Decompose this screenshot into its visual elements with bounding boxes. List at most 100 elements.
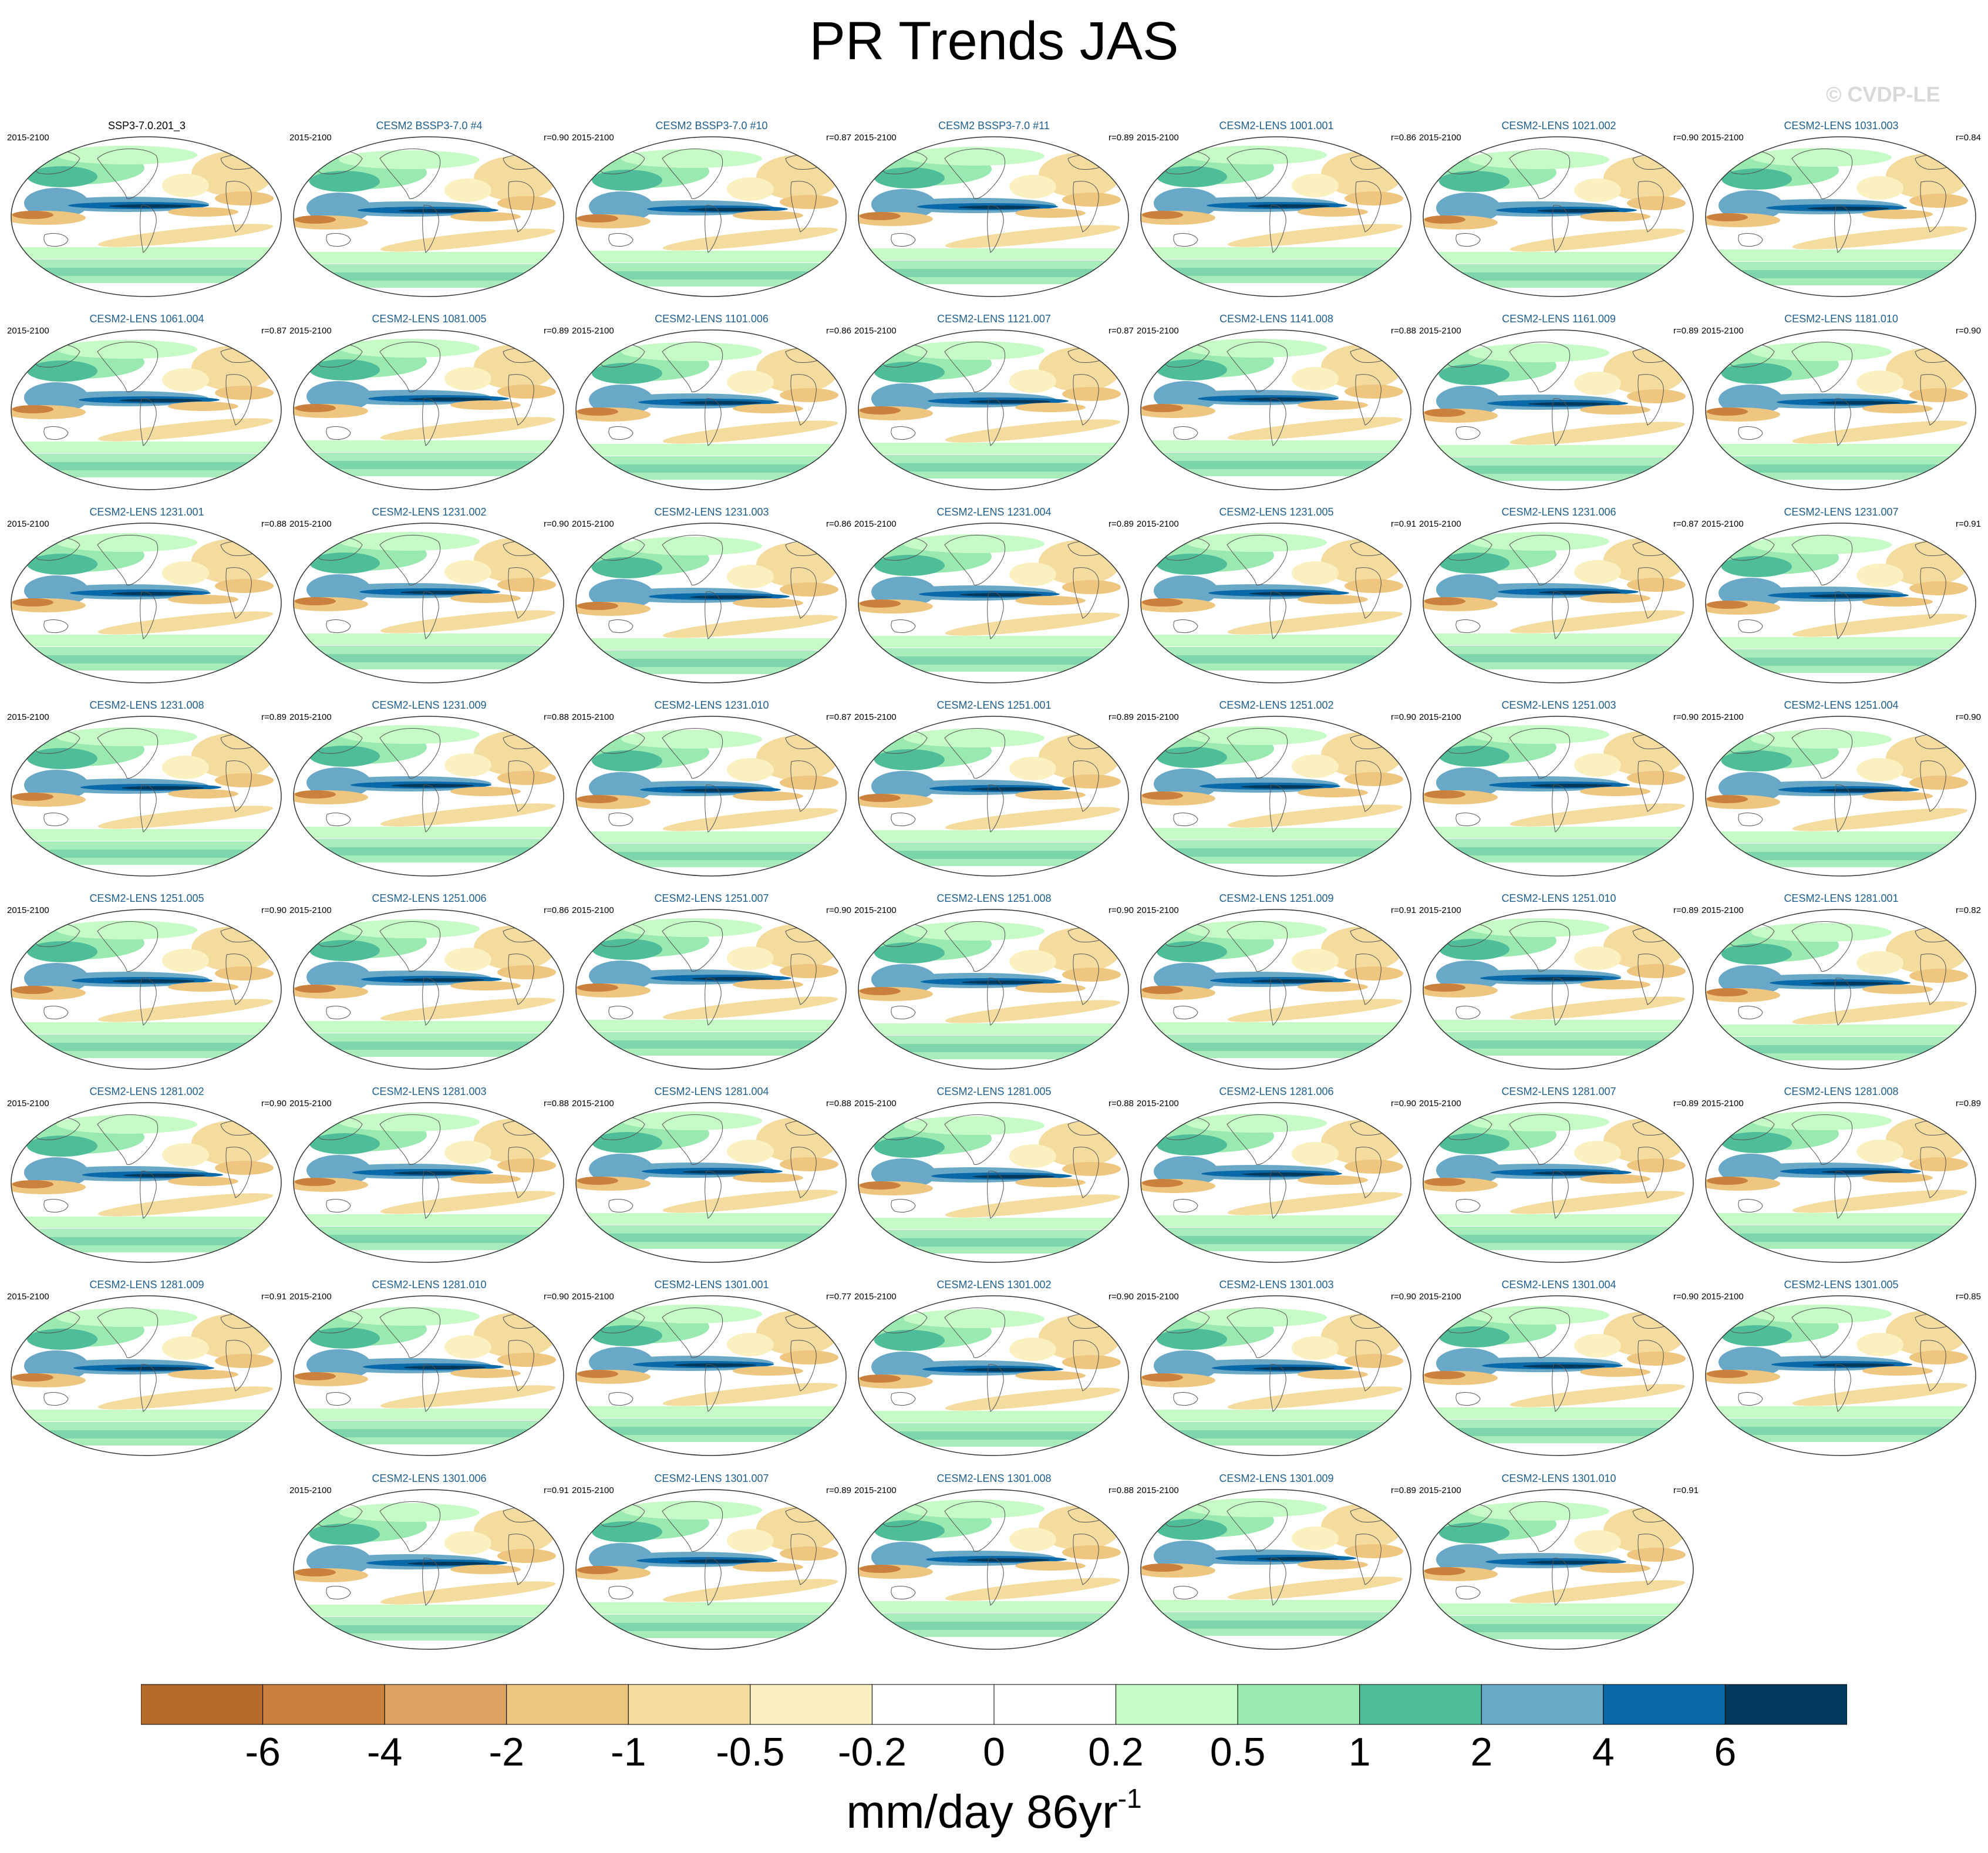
panel-period: 2015-2100 — [1701, 326, 1744, 336]
pattern-correlation: r=0.90 — [826, 905, 851, 915]
panel-period: 2015-2100 — [1137, 1485, 1179, 1495]
pattern-correlation: r=0.91 — [1391, 905, 1416, 915]
map-panel: 2015-2100 CESM2-LENS 1251.001 r=0.89 — [854, 695, 1134, 881]
panel-period: 2015-2100 — [1419, 326, 1461, 336]
panel-period: 2015-2100 — [289, 1099, 332, 1109]
pattern-correlation: r=0.87 — [261, 326, 287, 336]
world-map — [11, 136, 282, 297]
pattern-correlation: r=0.90 — [261, 905, 287, 915]
panel-title: CESM2-LENS 1161.009 — [1502, 313, 1616, 325]
world-map — [858, 136, 1129, 297]
panel-period: 2015-2100 — [1137, 326, 1179, 336]
pattern-correlation: r=0.91 — [1391, 519, 1416, 529]
panel-period: 2015-2100 — [7, 1292, 49, 1302]
world-map — [858, 716, 1129, 877]
panel-title: CESM2-LENS 1301.006 — [372, 1473, 487, 1484]
map-panel: 2015-2100 CESM2-LENS 1301.004 r=0.90 — [1419, 1274, 1699, 1461]
pattern-correlation: r=0.88 — [1108, 1485, 1134, 1495]
panel-period: 2015-2100 — [1701, 519, 1744, 529]
colorbar-tick-label: -2 — [488, 1730, 524, 1774]
colorbar-tick-label: 0.5 — [1209, 1730, 1266, 1774]
pattern-correlation: r=0.89 — [1956, 1099, 1981, 1109]
colorbar-tick-label: 1 — [1348, 1730, 1371, 1774]
world-map — [1423, 1102, 1694, 1263]
pattern-correlation: r=0.88 — [544, 1099, 569, 1109]
panel-period: 2015-2100 — [1419, 519, 1461, 529]
panel-title: CESM2-LENS 1251.003 — [1501, 699, 1616, 711]
pattern-correlation: r=0.91 — [1673, 1485, 1699, 1495]
map-panel: 2015-2100 CESM2-LENS 1281.007 r=0.89 — [1419, 1081, 1699, 1268]
map-panel: 2015-2100 CESM2-LENS 1301.006 r=0.91 — [289, 1468, 569, 1655]
colorbar-segment — [1116, 1684, 1238, 1725]
pattern-correlation: r=0.89 — [261, 712, 287, 722]
map-panel: 2015-2100 CESM2-LENS 1301.009 r=0.89 — [1137, 1468, 1416, 1655]
panel-period: 2015-2100 — [572, 326, 614, 336]
world-map — [1140, 909, 1411, 1070]
map-panel: 2015-2100 CESM2-LENS 1251.002 r=0.90 — [1137, 695, 1416, 881]
world-map — [575, 329, 847, 490]
panel-period: 2015-2100 — [289, 1292, 332, 1302]
pattern-correlation: r=0.89 — [544, 326, 569, 336]
colorbar-segment — [506, 1684, 629, 1725]
panel-title: CESM2-LENS 1231.006 — [1501, 506, 1616, 518]
world-map — [575, 909, 847, 1070]
panel-title: CESM2-LENS 1231.003 — [654, 506, 769, 518]
world-map — [293, 1489, 564, 1650]
pattern-correlation: r=0.89 — [1108, 133, 1134, 143]
colorbar-segment — [1359, 1684, 1482, 1725]
world-map — [1140, 329, 1411, 490]
panel-period: 2015-2100 — [1701, 1099, 1744, 1109]
map-panel: 2015-2100 SSP3-7.0.201_3 — [7, 115, 287, 302]
pattern-correlation: r=0.88 — [261, 519, 287, 529]
panel-title: CESM2-LENS 1231.007 — [1784, 506, 1899, 518]
panel-title: CESM2-LENS 1281.010 — [372, 1279, 487, 1291]
map-panel: 2015-2100 CESM2-LENS 1281.008 r=0.89 — [1701, 1081, 1981, 1268]
pattern-correlation: r=0.90 — [1391, 1099, 1416, 1109]
pattern-correlation: r=0.86 — [1391, 133, 1416, 143]
colorbar-segment — [1237, 1684, 1360, 1725]
panel-period: 2015-2100 — [854, 1485, 897, 1495]
pattern-correlation: r=0.90 — [1391, 1292, 1416, 1302]
world-map — [575, 1295, 847, 1456]
colorbar-segment — [141, 1684, 264, 1725]
map-panel: 2015-2100 CESM2-LENS 1231.009 r=0.88 — [289, 695, 569, 881]
panel-period: 2015-2100 — [1419, 1485, 1461, 1495]
map-panel: 2015-2100 CESM2-LENS 1061.004 r=0.87 — [7, 308, 287, 495]
panel-period: 2015-2100 — [7, 1099, 49, 1109]
panel-period: 2015-2100 — [572, 1292, 614, 1302]
map-panel: 2015-2100 CESM2 BSSP3-7.0 #10 r=0.87 — [572, 115, 851, 302]
map-panel: 2015-2100 CESM2-LENS 1251.003 r=0.90 — [1419, 695, 1699, 881]
map-panel: 2015-2100 CESM2-LENS 1081.005 r=0.89 — [289, 308, 569, 495]
map-panel: 2015-2100 CESM2-LENS 1301.001 r=0.77 — [572, 1274, 851, 1461]
colorbar-tick-labels: -6 -4 -2 -1 -0.5 -0.2 0 0.2 0.5 1 2 4 6 — [0, 1729, 1988, 1776]
world-map — [575, 1102, 847, 1263]
panel-title: CESM2 BSSP3-7.0 #4 — [376, 120, 483, 132]
colorbar-tick-label: 4 — [1592, 1730, 1615, 1774]
panel-period: 2015-2100 — [854, 519, 897, 529]
pattern-correlation: r=0.86 — [826, 326, 851, 336]
map-panel: 2015-2100 CESM2-LENS 1141.008 r=0.88 — [1137, 308, 1416, 495]
pattern-correlation: r=0.89 — [826, 1485, 851, 1495]
world-map — [1423, 909, 1694, 1070]
panel-title: CESM2-LENS 1281.001 — [1784, 892, 1899, 904]
pattern-correlation: r=0.90 — [1673, 712, 1699, 722]
colorbar-tick-label: -0.5 — [716, 1730, 785, 1774]
panel-period: 2015-2100 — [289, 905, 332, 915]
panel-period: 2015-2100 — [7, 326, 49, 336]
panel-period: 2015-2100 — [289, 712, 332, 722]
colorbar-tick-label: -6 — [245, 1730, 281, 1774]
panel-title: CESM2-LENS 1001.001 — [1219, 120, 1334, 132]
panel-period: 2015-2100 — [854, 133, 897, 143]
panel-period: 2015-2100 — [1701, 712, 1744, 722]
pattern-correlation: r=0.89 — [1673, 905, 1699, 915]
map-panel: 2015-2100 CESM2-LENS 1281.003 r=0.88 — [289, 1081, 569, 1268]
world-map — [293, 329, 564, 490]
panel-title: CESM2-LENS 1281.005 — [936, 1086, 1052, 1097]
panel-title: CESM2-LENS 1141.008 — [1219, 313, 1333, 325]
map-panel: 2015-2100 CESM2-LENS 1231.004 r=0.89 — [854, 501, 1134, 688]
panel-title: CESM2-LENS 1301.004 — [1501, 1279, 1616, 1291]
pattern-correlation: r=0.88 — [826, 1099, 851, 1109]
map-panel: 2015-2100 CESM2-LENS 1301.010 r=0.91 — [1419, 1468, 1699, 1655]
pattern-correlation: r=0.87 — [826, 712, 851, 722]
world-map — [575, 716, 847, 877]
